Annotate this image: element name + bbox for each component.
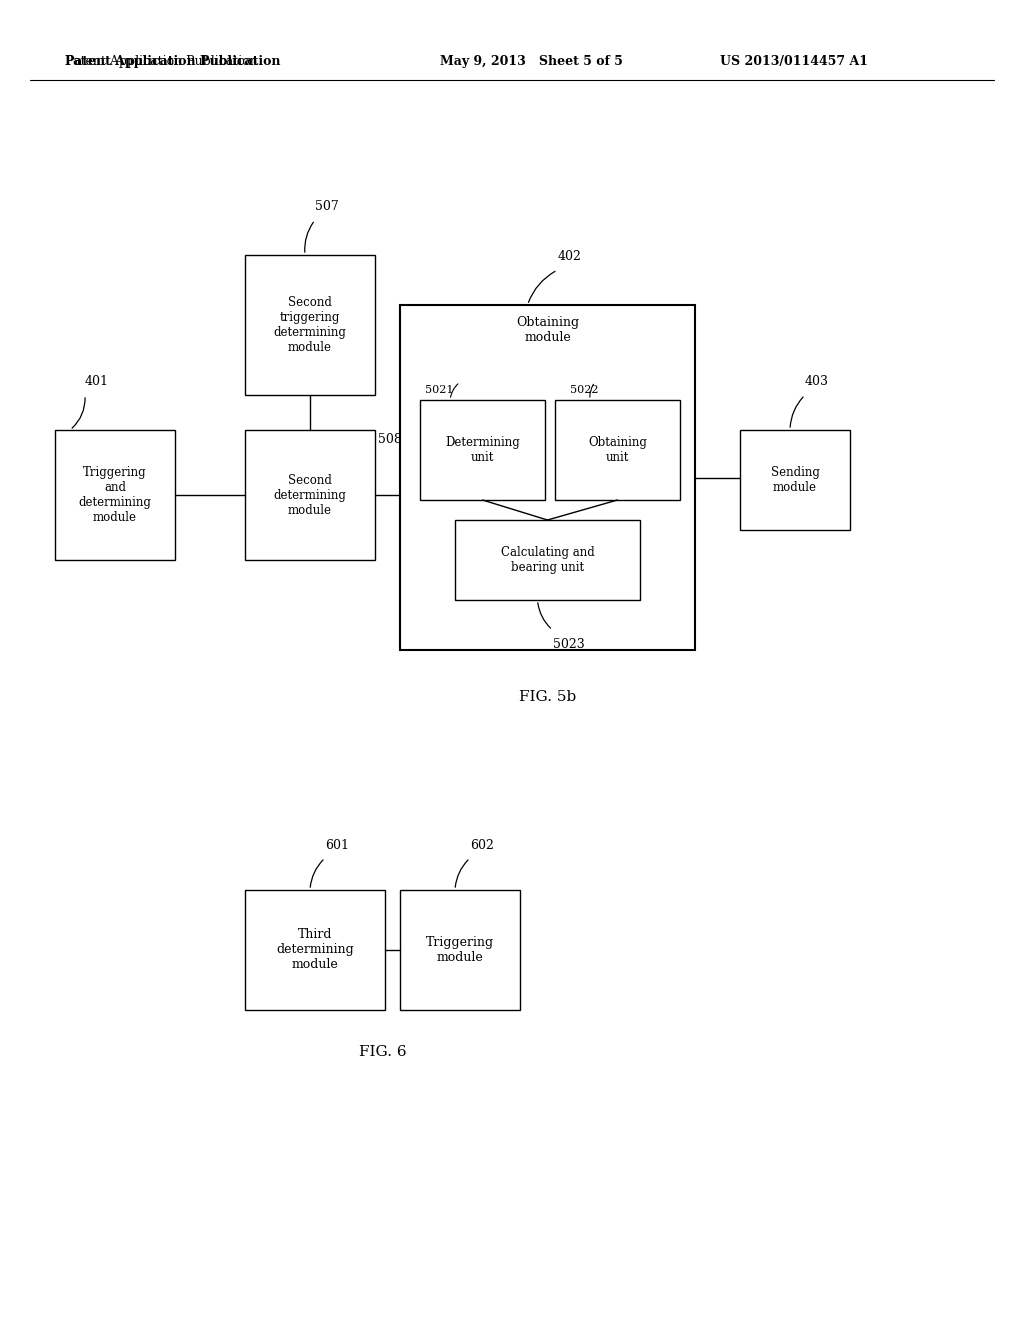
Text: Sending
module: Sending module <box>771 466 819 494</box>
Text: Determining
unit: Determining unit <box>445 436 520 465</box>
Text: 402: 402 <box>557 249 582 263</box>
Bar <box>740 430 850 531</box>
Text: Triggering
module: Triggering module <box>426 936 494 964</box>
Text: Patent Application Publication: Patent Application Publication <box>65 55 258 69</box>
Text: Third
determining
module: Third determining module <box>276 928 354 972</box>
Text: 401: 401 <box>85 375 109 388</box>
Bar <box>245 890 385 1010</box>
Bar <box>420 400 545 500</box>
Text: 507: 507 <box>315 201 339 213</box>
Text: Obtaining
unit: Obtaining unit <box>588 436 647 465</box>
Bar <box>455 520 640 601</box>
Bar <box>245 430 375 560</box>
Bar <box>55 430 175 560</box>
Text: Second
triggering
determining
module: Second triggering determining module <box>273 296 346 354</box>
Text: FIG. 6: FIG. 6 <box>358 1045 407 1059</box>
Text: US 2013/0114457 A1: US 2013/0114457 A1 <box>720 55 868 69</box>
Bar <box>400 890 520 1010</box>
Text: FIG. 5b: FIG. 5b <box>519 690 577 704</box>
Bar <box>400 305 695 649</box>
Text: 5021: 5021 <box>425 385 454 395</box>
Text: Obtaining
module: Obtaining module <box>516 315 579 345</box>
Text: 5022: 5022 <box>570 385 598 395</box>
Text: 5023: 5023 <box>553 638 585 651</box>
Bar <box>555 400 680 500</box>
Text: 508: 508 <box>378 433 401 446</box>
Bar <box>245 255 375 395</box>
Text: 403: 403 <box>805 375 829 388</box>
Text: Calculating and
bearing unit: Calculating and bearing unit <box>501 546 594 574</box>
Text: Triggering
and
determining
module: Triggering and determining module <box>79 466 152 524</box>
Text: 602: 602 <box>470 840 494 851</box>
Text: May 9, 2013   Sheet 5 of 5: May 9, 2013 Sheet 5 of 5 <box>440 55 623 69</box>
Text: Patent Application Publication: Patent Application Publication <box>65 55 281 69</box>
Text: Second
determining
module: Second determining module <box>273 474 346 516</box>
Text: 601: 601 <box>325 840 349 851</box>
